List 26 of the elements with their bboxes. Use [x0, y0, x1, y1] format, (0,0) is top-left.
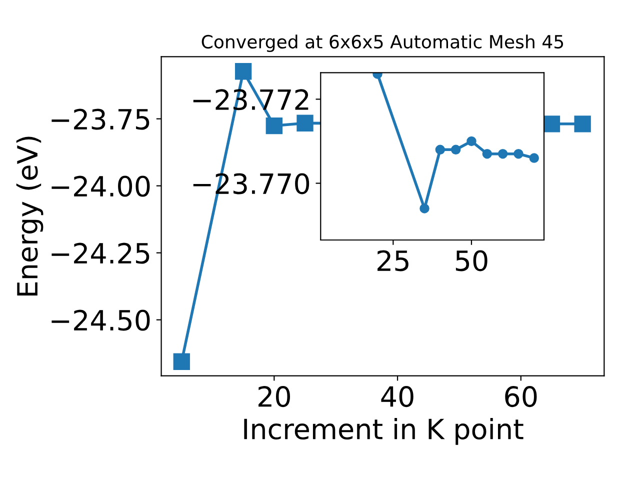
point — [574, 116, 591, 132]
point — [466, 136, 476, 146]
point — [266, 117, 282, 134]
point — [482, 148, 492, 159]
point — [234, 63, 252, 80]
point — [514, 148, 524, 159]
chart-title: Converged at 6x6x5 Automatic Mesh 45 — [202, 34, 564, 52]
point — [435, 144, 446, 154]
y-tick-label: −23.75 — [52, 108, 150, 130]
x-tick-label: 25 — [378, 250, 408, 272]
point — [420, 204, 430, 214]
point — [543, 116, 560, 132]
x-tick-label: 20 — [258, 386, 290, 408]
x-tick-label: 60 — [505, 386, 537, 408]
y-tick-label: −24.25 — [52, 242, 150, 264]
y-axis-title: Energy (eV) — [16, 136, 44, 296]
point — [498, 148, 508, 159]
y-tick-label: −24.00 — [52, 176, 150, 197]
point — [529, 153, 539, 163]
x-tick-label: 50 — [456, 250, 488, 272]
point — [173, 353, 190, 370]
x-tick-label: 40 — [381, 386, 414, 408]
point — [296, 114, 314, 132]
y-tick-label: −24.50 — [52, 310, 150, 331]
point — [450, 144, 461, 154]
x-axis-title: Increment in K point — [244, 418, 524, 445]
